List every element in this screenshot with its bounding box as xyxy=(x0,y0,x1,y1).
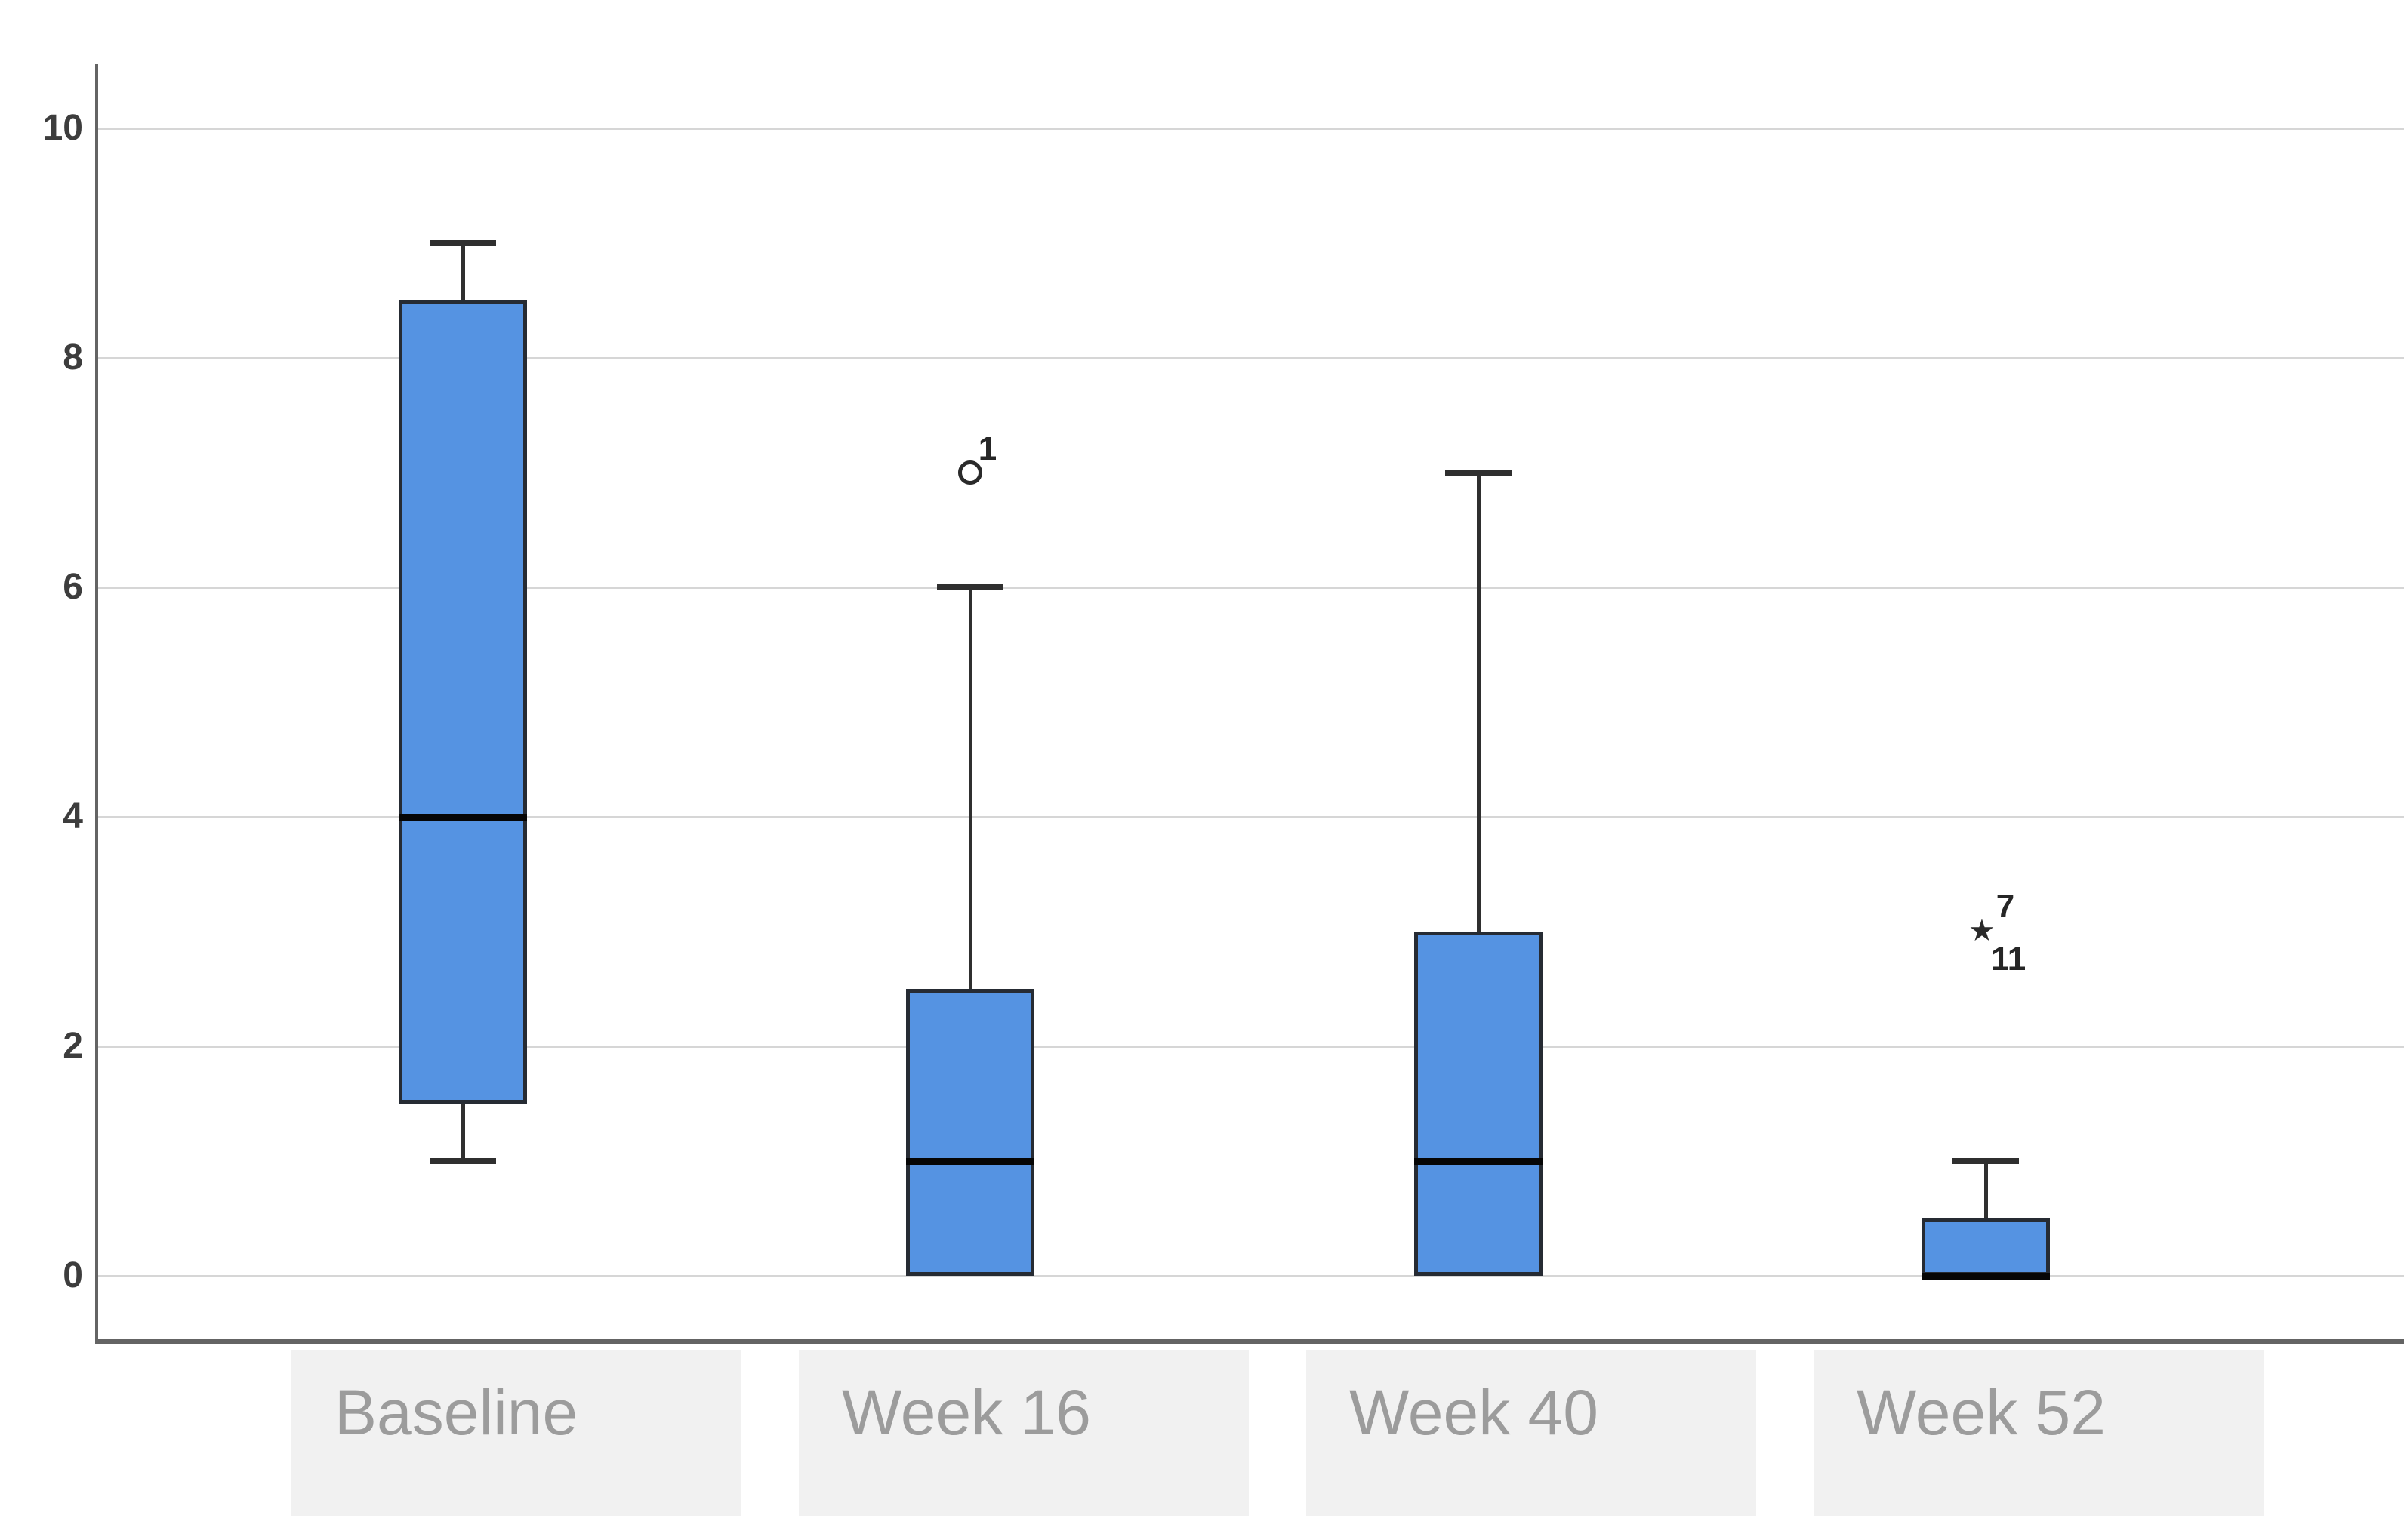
outlier-star-icon: ★ xyxy=(1968,914,1996,947)
category-label-box: Week 52 xyxy=(1814,1350,2264,1516)
y-tick-label: 8 xyxy=(63,337,83,377)
gridline-y-4 xyxy=(98,816,2404,818)
whisker-lower-cap xyxy=(430,1158,496,1164)
whisker-lower-stem xyxy=(461,1104,465,1161)
y-tick-label: 2 xyxy=(63,1026,83,1066)
gridline-y-6 xyxy=(98,587,2404,589)
median-line xyxy=(399,814,527,821)
gridline-y-8 xyxy=(98,357,2404,359)
category-label: Week 16 xyxy=(842,1377,1091,1448)
whisker-upper-cap xyxy=(430,240,496,246)
category-label: Week 52 xyxy=(1857,1377,2106,1448)
category-label: Week 40 xyxy=(1349,1377,1598,1448)
outlier-label: 7 xyxy=(1996,888,2015,925)
whisker-upper-stem xyxy=(461,243,465,300)
x-axis-line xyxy=(95,1339,2404,1344)
whisker-upper-cap xyxy=(1952,1158,2019,1164)
outlier-label: 1 xyxy=(978,430,997,467)
whisker-upper-cap xyxy=(1445,470,1512,476)
whisker-upper-stem xyxy=(1984,1161,1988,1218)
box-iqr xyxy=(1922,1218,2050,1276)
box-iqr xyxy=(1414,932,1543,1276)
whisker-upper-stem xyxy=(1477,473,1481,932)
category-label-box: Week 16 xyxy=(799,1350,1249,1516)
whisker-upper-stem xyxy=(969,587,972,989)
y-tick-label: 0 xyxy=(63,1255,83,1295)
y-axis-line xyxy=(95,64,98,1344)
category-label-box: Week 40 xyxy=(1306,1350,1756,1516)
gridline-y-10 xyxy=(98,128,2404,130)
median-line xyxy=(1922,1273,2050,1280)
y-tick-label: 10 xyxy=(42,108,83,148)
outlier-label: 11 xyxy=(1990,941,2026,978)
y-tick-label: 6 xyxy=(63,567,83,607)
outlier-circle-icon xyxy=(958,460,982,485)
median-line xyxy=(1414,1158,1543,1165)
category-label: Baseline xyxy=(334,1377,578,1448)
gridline-y-0 xyxy=(98,1275,2404,1277)
whisker-upper-cap xyxy=(937,584,1003,590)
gridline-y-2 xyxy=(98,1046,2404,1048)
box-iqr xyxy=(906,989,1034,1276)
category-label-box: Baseline xyxy=(291,1350,741,1516)
box-iqr xyxy=(399,300,527,1104)
y-tick-label: 4 xyxy=(63,796,83,836)
median-line xyxy=(906,1158,1034,1165)
